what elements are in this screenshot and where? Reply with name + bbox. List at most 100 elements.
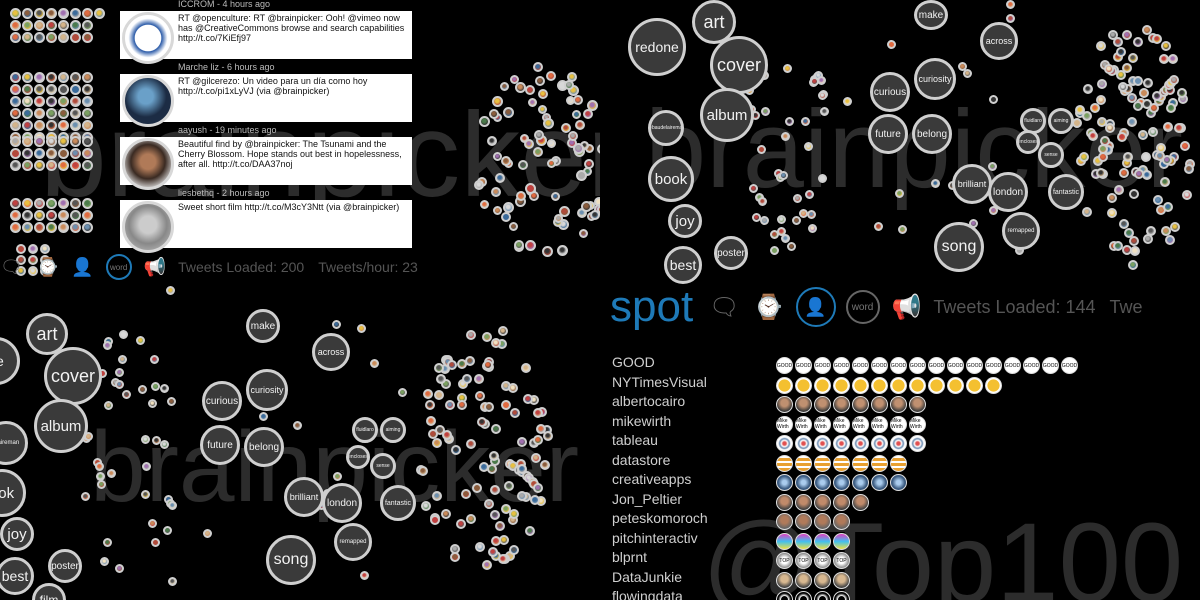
avatar[interactable] [159,383,169,393]
avatar[interactable] [491,95,503,107]
avatar[interactable] [553,213,563,223]
avatar[interactable] [418,465,429,476]
avatar[interactable] [34,136,45,147]
avatar[interactable] [456,358,467,369]
avatar[interactable] [82,32,93,43]
avatar[interactable] [1141,99,1152,110]
avatar[interactable] [58,32,69,43]
avatar[interactable] [803,142,813,152]
avatar[interactable] [1163,201,1174,212]
avatar[interactable] [82,160,93,171]
avatar[interactable] [1133,36,1144,47]
avatar[interactable] [1184,163,1195,174]
avatar[interactable] [22,136,33,147]
avatar[interactable] [543,117,555,129]
avatar[interactable] [508,221,518,231]
user-avatar-icon[interactable] [814,513,831,530]
avatar[interactable] [70,32,81,43]
avatar[interactable] [22,84,33,95]
avatar[interactable] [162,525,172,535]
user-avatar-icon[interactable]: GOOD [871,357,888,374]
avatar[interactable] [465,514,476,525]
top100-user-name[interactable]: pitchinteractiv [612,529,698,546]
avatar[interactable] [46,198,57,209]
person-icon[interactable]: 👤 [71,256,94,277]
avatar[interactable] [150,381,160,391]
avatar[interactable] [486,136,497,147]
avatar[interactable] [10,120,21,131]
avatar[interactable] [10,32,21,43]
avatar[interactable] [58,20,69,31]
word-bubble-baudelaire[interactable]: @baudelaireman [648,110,684,146]
avatar[interactable] [10,136,21,147]
user-avatar-icon[interactable] [852,474,869,491]
avatar[interactable] [757,145,767,155]
avatar[interactable] [82,72,93,83]
watch-icon[interactable]: ⌚ [36,256,60,277]
avatar[interactable] [1165,234,1176,245]
avatar[interactable] [494,173,505,184]
avatar[interactable] [70,84,81,95]
avatar[interactable] [422,389,433,400]
avatar[interactable] [792,216,802,226]
avatar[interactable] [432,490,443,501]
avatar[interactable] [1116,70,1127,80]
avatar[interactable] [498,326,509,337]
word-bubble-curious[interactable]: curious [870,72,910,112]
avatar[interactable] [70,148,81,159]
avatar[interactable] [22,198,33,209]
tweet-card[interactable]: Marche liz - 6 hours ago RT @gilcerezo: … [120,62,412,127]
avatar[interactable] [1088,130,1099,141]
user-avatar-icon[interactable] [909,376,926,394]
avatar[interactable] [874,221,884,231]
avatar[interactable] [22,20,33,31]
avatar[interactable] [1096,41,1107,52]
user-avatar-icon[interactable] [814,493,831,511]
avatar[interactable] [258,411,268,421]
avatar[interactable] [114,368,124,378]
avatar[interactable] [40,244,50,254]
avatar[interactable] [534,130,545,141]
user-avatar-icon[interactable] [814,474,831,491]
avatar[interactable] [760,106,770,116]
user-avatar-icon[interactable] [776,396,793,413]
top100-user-name[interactable]: NYTimesVisual [612,373,707,390]
avatar[interactable] [1163,122,1174,132]
user-avatar-icon[interactable] [814,591,831,600]
word-bubble-fantastic[interactable]: fantastic [380,485,416,521]
top100-user-name[interactable]: Jon_Peltier [612,490,683,507]
user-avatar-icon[interactable] [833,571,850,589]
avatar[interactable] [483,498,494,509]
avatar[interactable] [1128,236,1139,247]
avatar[interactable] [28,244,38,254]
avatar[interactable] [360,570,370,580]
user-avatar-icon[interactable] [833,513,850,530]
avatar[interactable] [805,190,815,199]
avatar[interactable] [148,399,158,409]
avatar[interactable] [82,120,93,131]
avatar[interactable] [166,286,176,296]
user-avatar-icon[interactable] [890,435,907,452]
avatar[interactable] [785,117,795,127]
avatar[interactable] [524,239,536,251]
avatar[interactable] [752,213,762,223]
user-avatar-icon[interactable]: Mike Wirth [795,415,812,433]
avatar[interactable] [432,437,443,448]
user-avatar-icon[interactable]: GOOD [909,357,926,374]
avatar[interactable] [167,501,177,511]
user-avatar-icon[interactable] [776,513,793,530]
user-avatar-icon[interactable]: Mike Wirth [814,415,831,433]
avatar[interactable] [103,538,113,548]
word-bubble-curious[interactable]: curious [202,381,242,421]
user-avatar-icon[interactable] [795,376,812,394]
avatar[interactable] [94,8,105,19]
avatar[interactable] [34,8,45,19]
avatar[interactable] [34,96,45,107]
word-bubble-partial[interactable]: he [0,337,20,385]
top100-user-name[interactable]: peteskomoroch [612,510,708,526]
avatar[interactable] [509,408,520,419]
word-bubble-film[interactable]: film [32,583,66,600]
avatar[interactable] [501,211,512,222]
avatar[interactable] [10,96,21,107]
user-avatar-icon[interactable] [852,454,869,472]
